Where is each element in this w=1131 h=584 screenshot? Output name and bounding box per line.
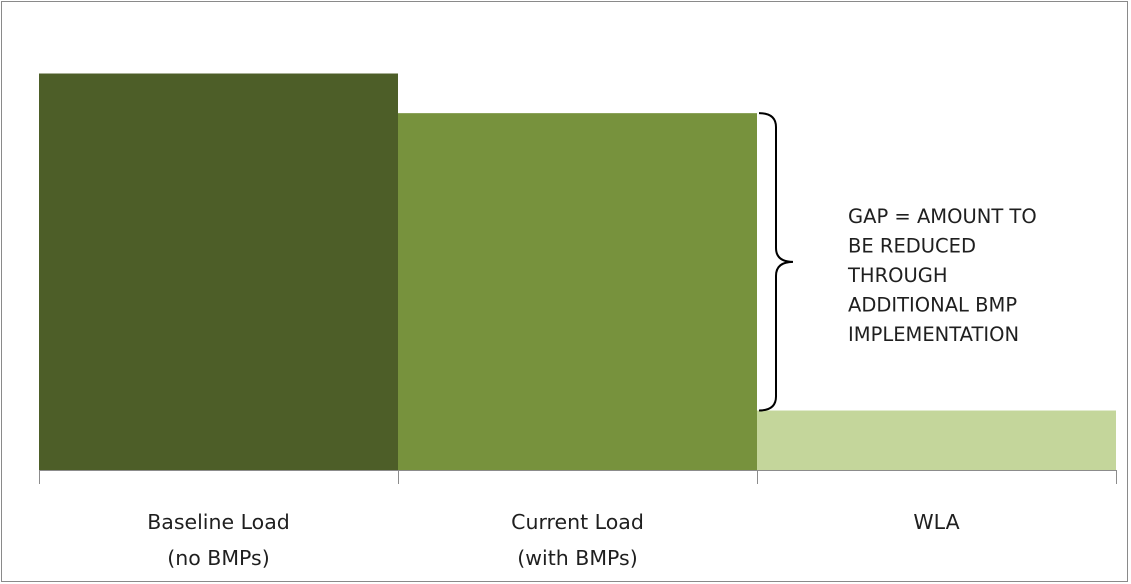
bars-group bbox=[39, 73, 1116, 470]
gap-annotation-line-2: BE REDUCED bbox=[848, 235, 976, 258]
bar-1 bbox=[39, 73, 398, 470]
gap-annotation: GAP = AMOUNT TO BE REDUCED THROUGH ADDITION… bbox=[758, 112, 1037, 412]
gap-annotation-line-4: ADDITIONAL BMP bbox=[848, 294, 1017, 317]
category-label-1-line-2: (no BMPs) bbox=[167, 546, 269, 570]
bar-3 bbox=[757, 410, 1116, 470]
category-labels: Baseline Load (no BMPs) Current Load (with … bbox=[147, 510, 959, 570]
gap-annotation-line-5: IMPLEMENTATION bbox=[848, 323, 1019, 346]
gap-annotation-line-1: GAP = AMOUNT TO bbox=[848, 205, 1037, 228]
gap-annotation-line-3: THROUGH bbox=[847, 264, 948, 287]
category-label-3-line-1: WLA bbox=[913, 510, 959, 534]
category-label-1-line-1: Baseline Load bbox=[147, 510, 290, 534]
category-label-2-line-1: Current Load bbox=[511, 510, 644, 534]
category-label-2-line-2: (with BMPs) bbox=[517, 546, 637, 570]
gap-brace bbox=[758, 112, 794, 412]
bar-2 bbox=[398, 113, 757, 470]
x-axis bbox=[39, 470, 1117, 484]
